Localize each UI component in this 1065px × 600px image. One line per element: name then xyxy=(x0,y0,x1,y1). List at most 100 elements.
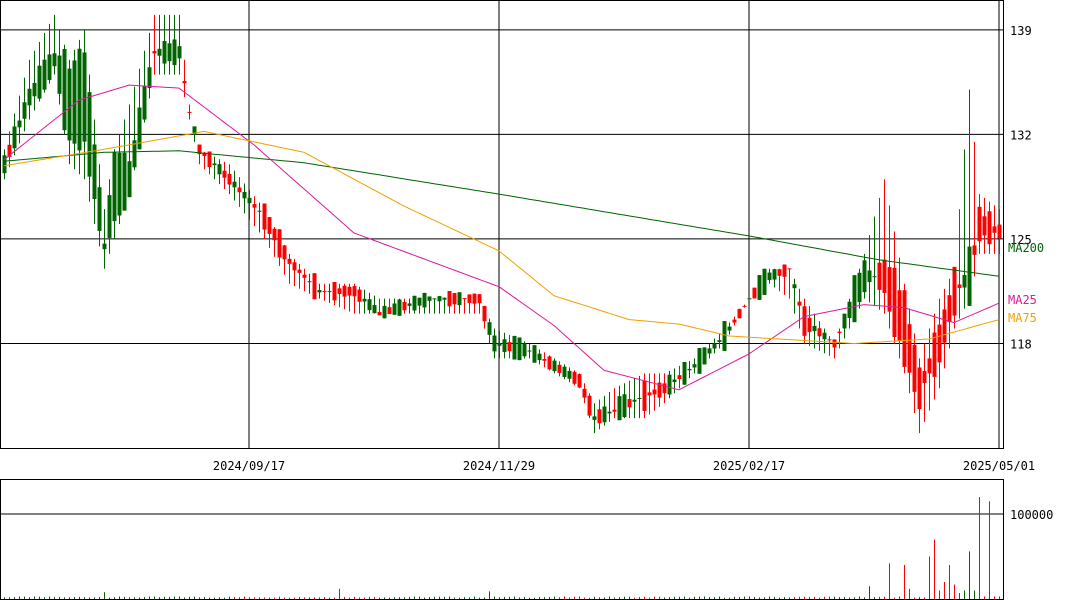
volume-bar xyxy=(809,597,810,599)
volume-bar xyxy=(644,596,645,599)
ma-label-ma25: MA25 xyxy=(1008,293,1037,307)
candle-body xyxy=(482,305,487,322)
candle-body xyxy=(742,305,747,307)
candle-body xyxy=(522,343,527,357)
volume-bar xyxy=(274,597,275,599)
candle-body xyxy=(142,86,147,120)
candle-body xyxy=(737,308,742,319)
volume-bar xyxy=(104,592,105,599)
price-axis: 118 125 132 139 xyxy=(1010,24,1032,352)
candle-body xyxy=(372,305,377,314)
candle-body xyxy=(287,258,292,264)
candle-body xyxy=(117,152,122,216)
candle-body xyxy=(912,344,917,392)
candle-body xyxy=(697,347,702,374)
candle-body xyxy=(7,144,12,157)
candle-body xyxy=(297,269,302,273)
candle-body xyxy=(842,313,847,329)
volume-bar xyxy=(534,597,535,599)
volume-bar xyxy=(694,596,695,599)
candle-body xyxy=(82,52,87,142)
volume-bar xyxy=(519,597,520,599)
volume-bar xyxy=(204,597,205,599)
volume-bar xyxy=(959,593,960,599)
volume-bar xyxy=(874,597,875,599)
volume-bar xyxy=(424,597,425,599)
candle-body xyxy=(187,111,192,113)
candle-body xyxy=(517,337,522,361)
candle-body xyxy=(292,262,297,271)
volume-bar xyxy=(619,597,620,599)
price-tick-label: 139 xyxy=(1010,24,1032,38)
candle-body xyxy=(847,301,852,318)
candle-body xyxy=(152,51,157,54)
volume-bar xyxy=(294,597,295,599)
volume-bar xyxy=(369,596,370,599)
candle-body xyxy=(87,92,92,177)
volume-bar xyxy=(574,596,575,599)
candle-body xyxy=(972,245,977,255)
candle-body xyxy=(852,275,857,323)
candle-body xyxy=(767,272,772,280)
volume-bar xyxy=(734,596,735,599)
candle-body xyxy=(27,88,32,106)
candle-body xyxy=(237,187,242,193)
volume-bar xyxy=(854,597,855,599)
candle-body xyxy=(882,259,887,293)
volume-bar xyxy=(614,597,615,599)
volume-bar xyxy=(374,597,375,599)
candle-body xyxy=(537,353,542,361)
candle-body xyxy=(407,303,412,306)
volume-bar xyxy=(184,597,185,599)
date-tick-label: 2025/02/17 xyxy=(713,459,785,473)
volume-bar xyxy=(709,596,710,599)
volume-bar xyxy=(469,597,470,599)
candle-body xyxy=(387,307,392,315)
volume-bar xyxy=(829,596,830,599)
price-tick-label: 118 xyxy=(1010,337,1032,351)
candle-body xyxy=(652,389,657,395)
volume-bar xyxy=(404,597,405,599)
volume-bar xyxy=(499,597,500,599)
volume-bar xyxy=(209,597,210,599)
volume-bar xyxy=(869,586,870,599)
price-panel-frame xyxy=(0,0,1004,449)
candle-body xyxy=(92,144,97,200)
candle-body xyxy=(247,197,252,204)
candle-body xyxy=(647,392,652,396)
volume-bar xyxy=(489,591,490,599)
volume-bar xyxy=(624,596,625,599)
candle-body xyxy=(257,210,262,212)
candle-body xyxy=(147,67,152,89)
volume-bar xyxy=(179,596,180,599)
volume-bar xyxy=(914,597,915,599)
volume-bar xyxy=(739,597,740,599)
volume-tick-label: 100000 xyxy=(1010,508,1053,522)
volume-bar xyxy=(234,597,235,599)
volume-bar xyxy=(749,596,750,599)
volume-bar xyxy=(439,596,440,599)
volume-bar xyxy=(314,597,315,599)
volume-bar xyxy=(744,596,745,599)
candle-body xyxy=(577,374,582,388)
volume-bar xyxy=(974,590,975,599)
ma-line-ma75 xyxy=(3,130,1000,345)
candle-body xyxy=(202,152,207,157)
candle-body xyxy=(197,144,202,155)
candle-body xyxy=(457,292,462,306)
volume-bar xyxy=(49,596,50,599)
candle-body xyxy=(47,54,52,80)
candle-body xyxy=(157,48,162,56)
candle-body xyxy=(437,296,442,302)
volume-bar xyxy=(579,596,580,599)
volume-bar xyxy=(864,597,865,599)
volume-bar xyxy=(34,596,35,599)
volume-bar xyxy=(964,590,965,599)
candle-body xyxy=(72,60,77,144)
volume-bar xyxy=(449,596,450,599)
date-tick-label: 2024/09/17 xyxy=(213,459,285,473)
candle-body xyxy=(232,181,237,188)
candle-body xyxy=(782,264,787,277)
candle-body xyxy=(702,347,707,365)
